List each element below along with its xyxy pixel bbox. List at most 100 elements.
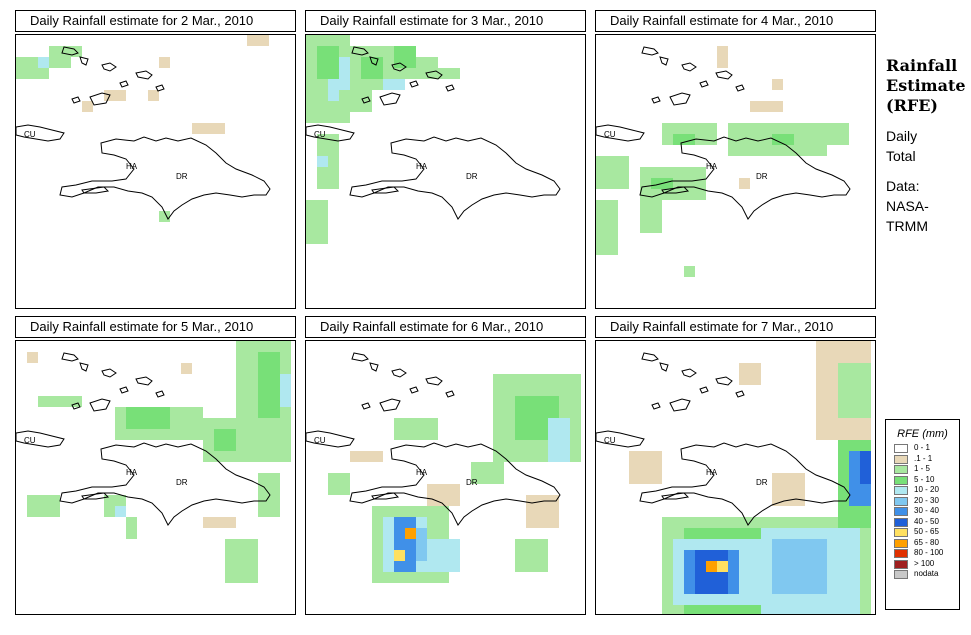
rainfall-cell: [651, 178, 662, 189]
rainfall-cell: [684, 123, 695, 134]
rainfall-cell: [280, 396, 291, 407]
rainfall-cell: [860, 440, 871, 451]
rainfall-cell: [717, 46, 728, 57]
rainfall-cell: [860, 341, 871, 352]
rainfall-cell: [607, 244, 618, 255]
rainfall-cell: [269, 363, 280, 374]
rainfall-cell: [405, 561, 416, 572]
rainfall-cell: [805, 134, 816, 145]
rainfall-cell: [328, 90, 339, 101]
rainfall-cell: [750, 583, 761, 594]
rainfall-cell: [684, 605, 695, 614]
rainfall-cell: [548, 396, 559, 407]
rainfall-cell: [662, 605, 673, 614]
small-island-outline: [651, 402, 661, 410]
rainfall-cell: [596, 200, 607, 211]
rainfall-cell: [651, 473, 662, 484]
rainfall-cell: [794, 528, 805, 539]
rainfall-cell: [317, 156, 328, 167]
rainfall-cell: [247, 572, 258, 583]
rainfall-map: CU HA DR: [305, 34, 586, 309]
rainfall-cell: [662, 189, 673, 200]
rainfall-cell: [258, 374, 269, 385]
rainfall-cell: [280, 385, 291, 396]
rainfall-cell: [328, 112, 339, 123]
rainfall-cell: [548, 440, 559, 451]
rainfall-cell: [27, 352, 38, 363]
small-island-outline: [135, 70, 153, 80]
rainfall-cell: [515, 451, 526, 462]
rainfall-cell: [350, 46, 361, 57]
rainfall-cell: [838, 550, 849, 561]
rainfall-cell: [805, 550, 816, 561]
gonave-outline: [661, 492, 690, 500]
panel-title: Daily Rainfall estimate for 6 Mar., 2010: [305, 316, 586, 338]
rainfall-cell: [849, 473, 860, 484]
cuba-outline: [596, 124, 645, 142]
rainfall-cell: [339, 484, 350, 495]
rainfall-cell: [739, 123, 750, 134]
legend-item: 10 - 20: [886, 485, 959, 497]
rainfall-cell: [339, 101, 350, 112]
rainfall-cell: [181, 407, 192, 418]
rainfall-cell: [328, 79, 339, 90]
rainfall-cell: [515, 440, 526, 451]
country-label-haiti: HA: [416, 162, 428, 171]
rainfall-cell: [559, 385, 570, 396]
rainfall-cell: [827, 374, 838, 385]
rainfall-cell: [306, 101, 317, 112]
small-island-outline: [659, 56, 669, 66]
rainfall-cell: [739, 374, 750, 385]
rainfall-cell: [526, 539, 537, 550]
rainfall-cell: [115, 495, 126, 506]
rainfall-cell: [662, 123, 673, 134]
rainfall-cell: [838, 528, 849, 539]
rainfall-cell: [827, 528, 838, 539]
rainfall-cell: [372, 451, 383, 462]
small-island-outline: [669, 398, 691, 412]
legend-label: 40 - 50: [914, 516, 939, 526]
rainfall-cell: [570, 407, 581, 418]
rainfall-cell: [640, 462, 651, 473]
rainfall-cell: [827, 594, 838, 605]
rainfall-cell: [750, 550, 761, 561]
rainfall-cell: [258, 440, 269, 451]
small-island-outline: [735, 84, 745, 92]
rainfall-cell: [306, 57, 317, 68]
rainfall-cell: [328, 46, 339, 57]
rainfall-cell: [269, 473, 280, 484]
rainfall-cell: [794, 484, 805, 495]
rainfall-cell: [750, 572, 761, 583]
rainfall-cell: [383, 68, 394, 79]
rainfall-cell: [361, 79, 372, 90]
rainfall-cell: [860, 429, 871, 440]
small-island-outline: [79, 362, 89, 372]
country-label-haiti: HA: [706, 468, 718, 477]
rainfall-cell: [607, 222, 618, 233]
rainfall-cell: [269, 385, 280, 396]
rainfall-cell: [728, 572, 739, 583]
rainfall-cell: [570, 374, 581, 385]
rainfall-cell: [684, 583, 695, 594]
rainfall-cell: [772, 145, 783, 156]
rainfall-cell: [214, 440, 225, 451]
rainfall-cell: [794, 561, 805, 572]
rainfall-cell: [805, 539, 816, 550]
rainfall-cell: [706, 561, 717, 572]
rainfall-cell: [772, 473, 783, 484]
rainfall-cell: [695, 189, 706, 200]
rainfall-cell: [662, 594, 673, 605]
rainfall-cell: [71, 396, 82, 407]
rainfall-cell: [137, 418, 148, 429]
rainfall-cell: [816, 528, 827, 539]
rainfall-cell: [104, 495, 115, 506]
rainfall-cell: [618, 178, 629, 189]
rainfall-cell: [783, 123, 794, 134]
rainfall-cell: [280, 429, 291, 440]
small-island-outline: [425, 70, 443, 80]
rainfall-cell: [405, 57, 416, 68]
rainfall-cell: [838, 134, 849, 145]
country-label-cuba: CU: [24, 130, 36, 139]
rainfall-cell: [772, 101, 783, 112]
